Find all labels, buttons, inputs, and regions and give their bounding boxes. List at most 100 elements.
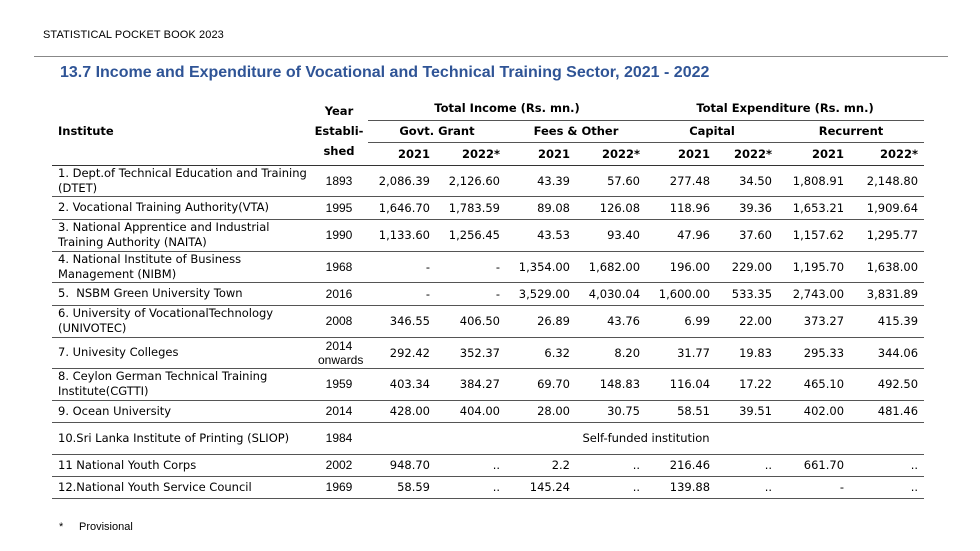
book-header: STATISTICAL POCKET BOOK 2023 bbox=[43, 29, 224, 41]
fees-other-2022: 43.76 bbox=[576, 305, 647, 338]
year-2021-header: 2021 bbox=[778, 142, 851, 166]
fees-other-2021: 43.39 bbox=[506, 165, 576, 197]
fees-other-2022: 8.20 bbox=[576, 337, 647, 369]
govt-grant-2021: 2,086.39 bbox=[368, 165, 436, 197]
fees-other-2021: 26.89 bbox=[506, 305, 576, 338]
govt-grant-2022: - bbox=[436, 251, 506, 283]
capital-2021: 58.51 bbox=[646, 400, 717, 423]
capital-2022: .. bbox=[716, 476, 779, 499]
year-established: 1969 bbox=[310, 476, 368, 499]
institute-name: 1. Dept.of Technical Education and Train… bbox=[52, 165, 310, 197]
recurrent-2022: .. bbox=[850, 476, 925, 499]
fees-other-2022: 126.08 bbox=[576, 196, 647, 220]
recurrent-2021: - bbox=[778, 476, 851, 499]
recurrent-2021: 465.10 bbox=[778, 368, 851, 401]
recurrent-2022: 2,148.80 bbox=[850, 165, 925, 197]
fees-other-2022: 4,030.04 bbox=[576, 282, 647, 306]
fees-other-2022: 57.60 bbox=[576, 165, 647, 197]
fees-other-2021: 3,529.00 bbox=[506, 282, 576, 306]
year-header-line-3: shed bbox=[323, 143, 355, 158]
govt-grant-2021: 58.59 bbox=[368, 476, 436, 499]
institute-name: 3. National Apprentice and Industrial Tr… bbox=[52, 219, 310, 252]
capital-2022: 533.35 bbox=[716, 282, 779, 306]
recurrent-2021: 295.33 bbox=[778, 337, 851, 369]
self-funded-note: Self-funded institution bbox=[368, 422, 925, 455]
fees-other-2021: 43.53 bbox=[506, 219, 576, 252]
govt-grant-2021: 292.42 bbox=[368, 337, 436, 369]
year-2022-header: 2022* bbox=[850, 142, 925, 166]
table-row: 9. Ocean University 2014 428.00 404.00 2… bbox=[52, 400, 925, 423]
govt-grant-2022: 406.50 bbox=[436, 305, 506, 338]
table-row: 11 National Youth Corps 2002 948.70 .. 2… bbox=[52, 454, 925, 477]
institute-header: Institute bbox=[52, 97, 310, 166]
fees-other-2021: 89.08 bbox=[506, 196, 576, 220]
table-row: 8. Ceylon German Technical Training Inst… bbox=[52, 368, 925, 401]
recurrent-2022: 3,831.89 bbox=[850, 282, 925, 306]
fees-other-2022: .. bbox=[576, 476, 647, 499]
fees-other-2021: 6.32 bbox=[506, 337, 576, 369]
income-expenditure-table: Institute Year Establi- shed Total Incom… bbox=[52, 97, 925, 499]
institute-name: 8. Ceylon German Technical Training Inst… bbox=[52, 368, 310, 401]
govt-grant-2021: 948.70 bbox=[368, 454, 436, 477]
fees-other-2021: 69.70 bbox=[506, 368, 576, 401]
govt-grant-2021: - bbox=[368, 251, 436, 283]
capital-2021: 277.48 bbox=[646, 165, 717, 197]
year-2021-header: 2021 bbox=[646, 142, 717, 166]
year-established: 1968 bbox=[310, 251, 368, 283]
fees-other-2022: 93.40 bbox=[576, 219, 647, 252]
year-established: 2016 bbox=[310, 282, 368, 306]
govt-grant-2022: 1,783.59 bbox=[436, 196, 506, 220]
govt-grant-2022: .. bbox=[436, 454, 506, 477]
table-row: 5. NSBM Green University Town 2016 - - 3… bbox=[52, 282, 925, 306]
fees-other-2021: 1,354.00 bbox=[506, 251, 576, 283]
table-row: 1. Dept.of Technical Education and Train… bbox=[52, 165, 925, 197]
capital-2022: 34.50 bbox=[716, 165, 779, 197]
table-row: 2. Vocational Training Authority(VTA) 19… bbox=[52, 196, 925, 220]
capital-2022: 19.83 bbox=[716, 337, 779, 369]
fees-other-2021: 2.2 bbox=[506, 454, 576, 477]
institute-name: 5. NSBM Green University Town bbox=[52, 282, 310, 306]
recurrent-2021: 1,195.70 bbox=[778, 251, 851, 283]
year-established: 1990 bbox=[310, 219, 368, 252]
table-row: 12.National Youth Service Council 1969 5… bbox=[52, 476, 925, 499]
institute-name: 12.National Youth Service Council bbox=[52, 476, 310, 499]
govt-grant-2022: - bbox=[436, 282, 506, 306]
govt-grant-header: Govt. Grant bbox=[368, 120, 506, 143]
capital-2021: 139.88 bbox=[646, 476, 717, 499]
recurrent-2021: 661.70 bbox=[778, 454, 851, 477]
govt-grant-2022: 352.37 bbox=[436, 337, 506, 369]
fees-other-2022: 148.83 bbox=[576, 368, 647, 401]
fees-other-header: Fees & Other bbox=[506, 120, 647, 143]
institute-name: 4. National Institute of Business Manage… bbox=[52, 251, 310, 283]
capital-2022: 17.22 bbox=[716, 368, 779, 401]
recurrent-2022: 492.50 bbox=[850, 368, 925, 401]
year-2022-header: 2022* bbox=[576, 142, 647, 166]
capital-header: Capital bbox=[646, 120, 779, 143]
capital-2021: 47.96 bbox=[646, 219, 717, 252]
year-established: 1893 bbox=[310, 165, 368, 197]
recurrent-2021: 373.27 bbox=[778, 305, 851, 338]
year-established: 2008 bbox=[310, 305, 368, 338]
institute-name: 9. Ocean University bbox=[52, 400, 310, 423]
year-2021-header: 2021 bbox=[506, 142, 576, 166]
table-title: 13.7 Income and Expenditure of Vocationa… bbox=[60, 64, 710, 81]
govt-grant-2021: - bbox=[368, 282, 436, 306]
year-2022-header: 2022* bbox=[436, 142, 506, 166]
recurrent-2021: 1,808.91 bbox=[778, 165, 851, 197]
year-established: 2014 onwards bbox=[310, 337, 368, 369]
capital-2021: 1,600.00 bbox=[646, 282, 717, 306]
recurrent-2022: 344.06 bbox=[850, 337, 925, 369]
table-row: 7. Univesity Colleges 2014 onwards 292.4… bbox=[52, 337, 925, 369]
fees-other-2022: 30.75 bbox=[576, 400, 647, 423]
capital-2022: 39.51 bbox=[716, 400, 779, 423]
govt-grant-2022: .. bbox=[436, 476, 506, 499]
year-established-header: Year Establi- shed bbox=[310, 97, 368, 166]
total-expenditure-header: Total Expenditure (Rs. mn.) bbox=[646, 97, 925, 121]
recurrent-2021: 402.00 bbox=[778, 400, 851, 423]
capital-2021: 31.77 bbox=[646, 337, 717, 369]
year-2021-header: 2021 bbox=[368, 142, 436, 166]
govt-grant-2022: 404.00 bbox=[436, 400, 506, 423]
recurrent-2021: 1,157.62 bbox=[778, 219, 851, 252]
govt-grant-2022: 1,256.45 bbox=[436, 219, 506, 252]
recurrent-2022: 1,638.00 bbox=[850, 251, 925, 283]
